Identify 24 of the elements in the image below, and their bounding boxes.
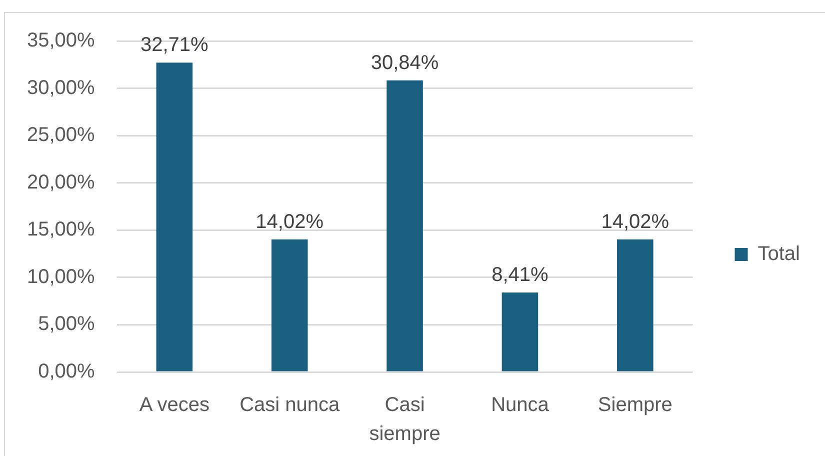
data-label: 14,02% [601,210,670,233]
y-tick-label: 20,00% [26,171,96,194]
x-tick-label: Casi siempre [369,394,440,446]
x-tick-label: Nunca [491,394,550,416]
x-tick-label: Casi nunca [240,394,341,416]
y-tick-label: 30,00% [26,76,96,99]
x-tick-label: Siempre [598,394,672,416]
bar [502,292,538,372]
bar [156,62,193,372]
bar [617,239,654,372]
y-tick-label: 25,00% [26,124,96,146]
y-tick-label: 0,00% [38,360,96,383]
data-label: 32,71% [140,34,209,56]
legend-label: Total [758,243,800,266]
data-label: 14,02% [256,210,324,233]
y-tick-label: 15,00% [26,218,96,241]
bar [386,80,423,372]
x-tick-label: A veces [139,394,210,416]
bar [271,239,308,372]
y-tick-label: 35,00% [26,30,96,52]
data-label: 30,84% [370,52,439,74]
y-tick-label: 10,00% [26,266,96,288]
data-label: 8,41% [492,264,549,286]
y-tick-label: 5,00% [38,313,96,336]
